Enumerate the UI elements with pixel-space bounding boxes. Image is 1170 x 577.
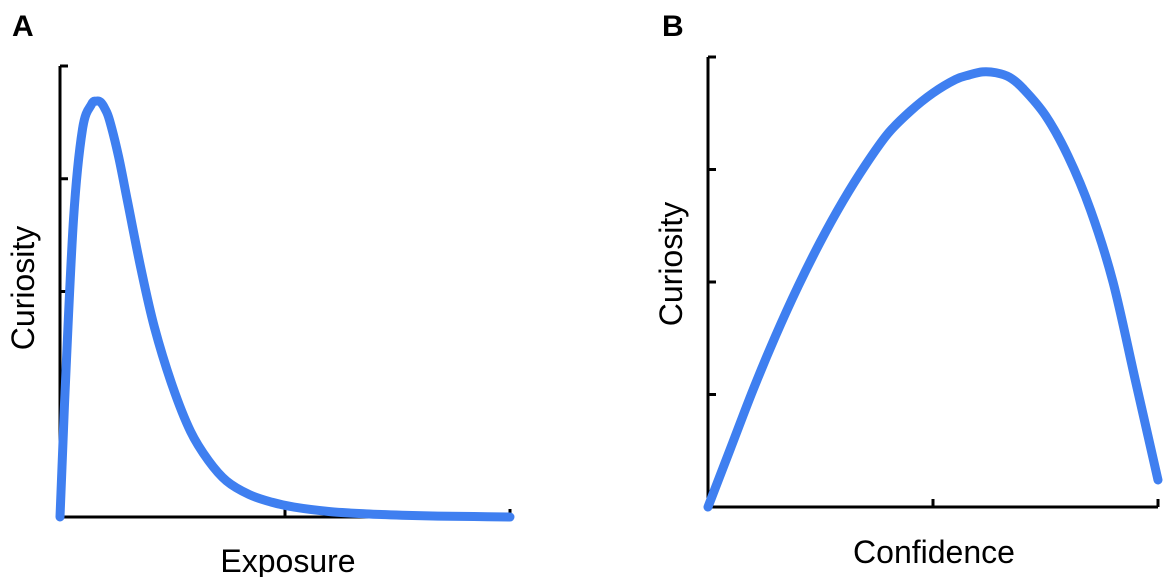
panel-a-y-label: Curiosity xyxy=(5,226,41,350)
panel-a-series-line xyxy=(55,96,515,522)
panel-a-letter: A xyxy=(12,10,34,43)
panel-b-ticks xyxy=(706,55,1160,509)
panel-b-axes xyxy=(706,57,1158,509)
panel-a-x-label: Exposure xyxy=(220,543,355,577)
panel-a-chart: A Exposure Curiosity xyxy=(5,10,515,577)
panel-a-axes xyxy=(58,66,510,519)
panel-b-x-label: Confidence xyxy=(853,534,1015,570)
panel-b-y-label: Curiosity xyxy=(653,202,689,326)
panel-b-chart: B Confidence Curiosity xyxy=(653,10,1163,570)
panel-b-series-line xyxy=(703,67,1163,512)
panel-b-letter: B xyxy=(662,10,684,43)
panel-a-ticks xyxy=(58,64,512,519)
